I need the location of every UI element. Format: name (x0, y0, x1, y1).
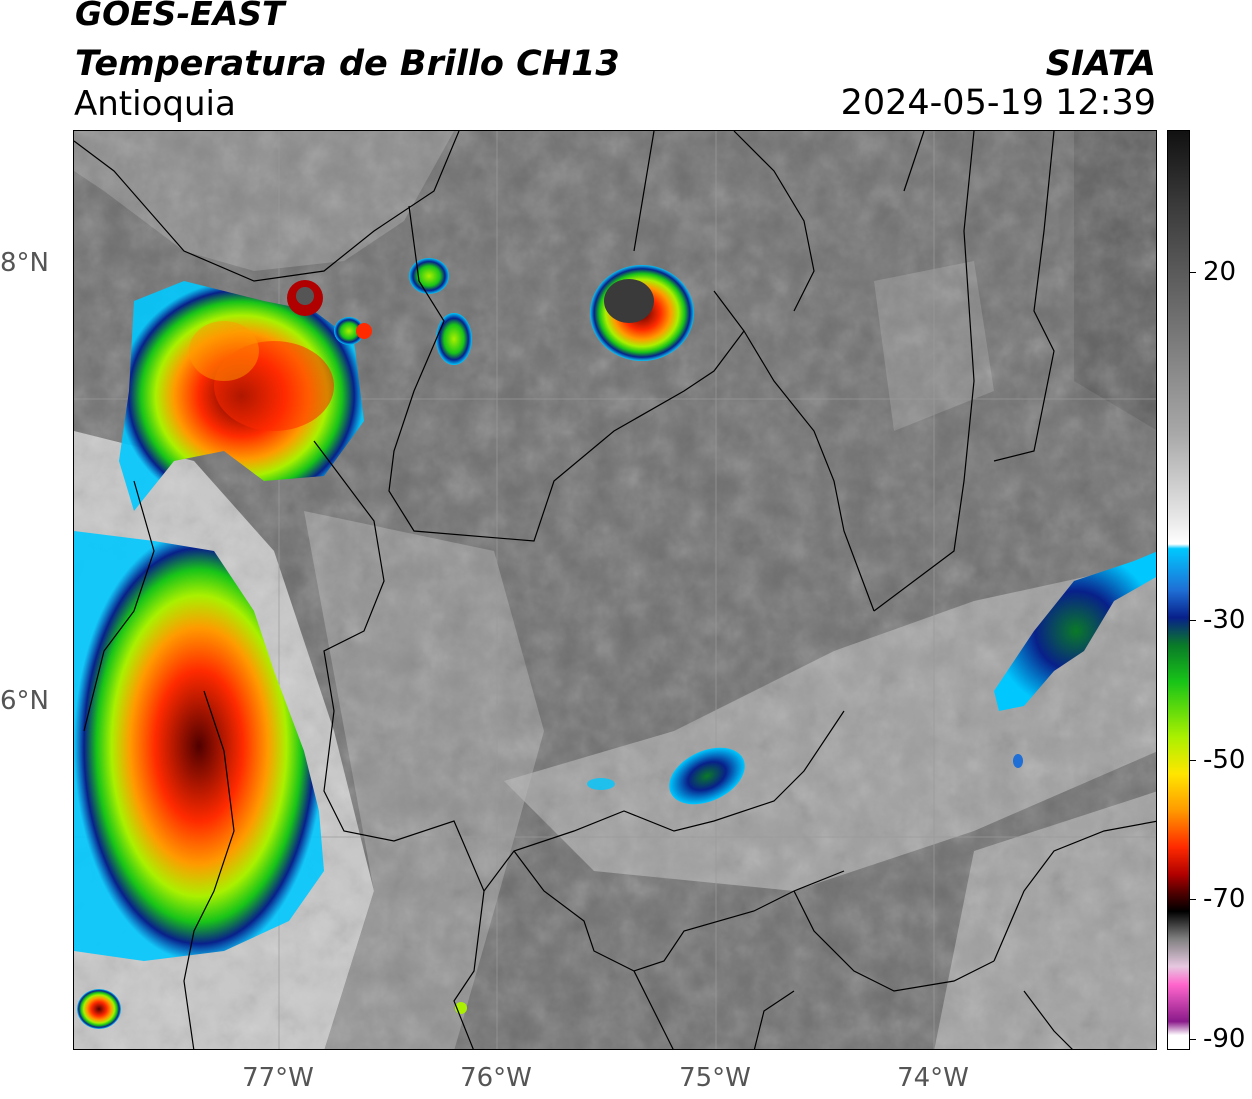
colorbar (1167, 130, 1190, 1050)
colorbar-label-minus50: -50 (1203, 745, 1246, 775)
map-canvas (74, 131, 1156, 1049)
lon-tick-77w: 77°W (242, 1063, 314, 1093)
colorbar-label-minus90: -90 (1203, 1024, 1246, 1054)
colorbar-label-20: 20 (1203, 257, 1237, 287)
product-title: Temperatura de Brillo CH13 (75, 44, 620, 84)
colorbar-tick (1190, 620, 1196, 621)
colorbar-tick (1190, 272, 1196, 273)
region-label: Antioquia (74, 84, 236, 124)
lon-tick-74w: 74°W (897, 1063, 969, 1093)
colorbar-tick (1190, 1039, 1196, 1040)
colorbar-label-minus30: -30 (1203, 605, 1246, 635)
lat-tick-6n: 6°N (0, 686, 49, 716)
timestamp-label: 2024-05-19 12:39 (840, 83, 1156, 123)
lat-tick-8n: 8°N (0, 248, 49, 278)
boundaries (74, 131, 1156, 1049)
lon-tick-75w: 75°W (679, 1063, 751, 1093)
convective-cells (74, 258, 1156, 1029)
colorbar-tick (1190, 899, 1196, 900)
colorbar-tick (1190, 760, 1196, 761)
satellite-title: GOES-EAST (75, 0, 285, 33)
lon-tick-76w: 76°W (460, 1063, 532, 1093)
colorbar-label-minus70: -70 (1203, 884, 1246, 914)
satellite-map (73, 130, 1157, 1050)
organization-label: SIATA (1045, 44, 1156, 84)
